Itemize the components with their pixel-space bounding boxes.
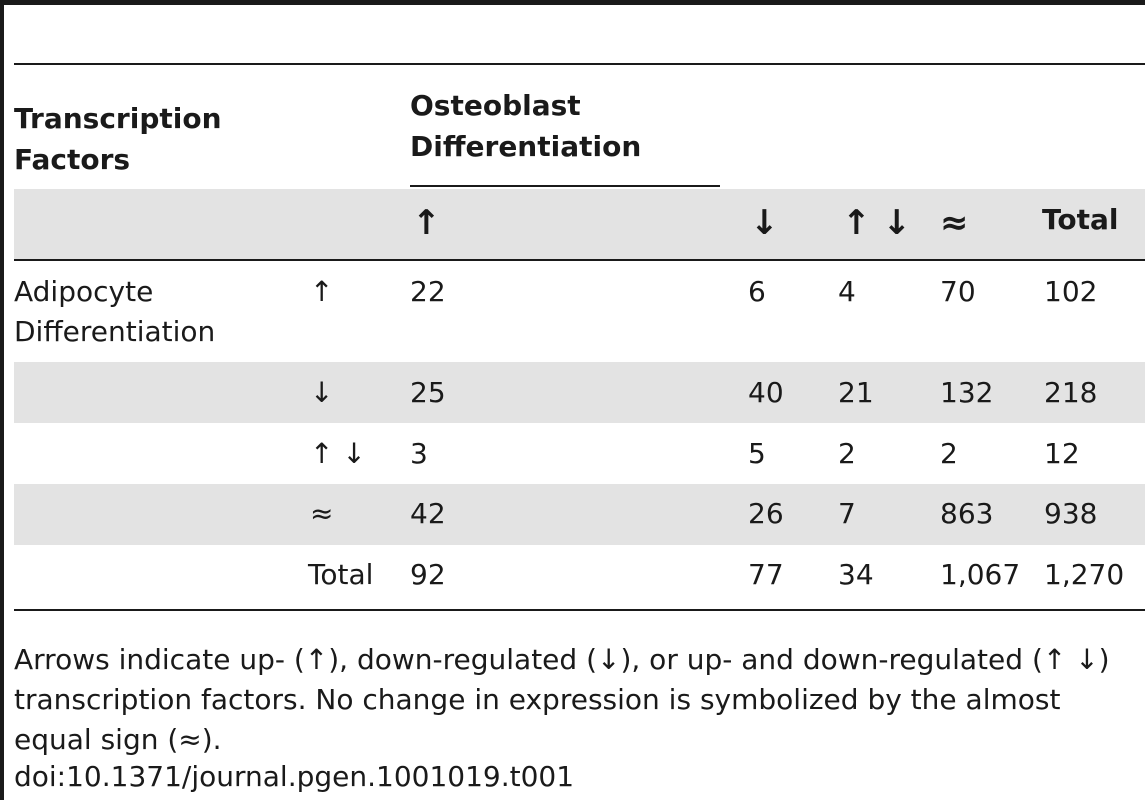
col-header-no-change: ≈ (940, 203, 969, 243)
table-cell: 3 (410, 437, 428, 470)
table-cell: 7 (838, 497, 856, 530)
table-cell: 1,270 (1044, 558, 1125, 591)
column-group-underline (410, 185, 720, 187)
row-symbol: ↑ (310, 275, 334, 308)
table-bottom-rule (14, 609, 1145, 611)
table-cell: 4 (838, 275, 856, 308)
table-cell: 22 (410, 275, 446, 308)
col-header-total: Total (1042, 203, 1119, 236)
table-cell: 132 (940, 376, 994, 409)
table-cell: 938 (1044, 497, 1098, 530)
table-footnote: Arrows indicate up- (↑), down-regulated … (14, 643, 1110, 756)
table-cell: 42 (410, 497, 446, 530)
table-cell: 34 (838, 558, 874, 591)
column-header-band (14, 189, 1145, 259)
col-header-up: ↑ (412, 203, 441, 243)
table-cell: 6 (748, 275, 766, 308)
table-cell: 26 (748, 497, 784, 530)
row-group-label: Adipocyte Differentiation (14, 275, 216, 348)
table-cell: 92 (410, 558, 446, 591)
row-symbol: Total (308, 558, 374, 591)
table-cell: 25 (410, 376, 446, 409)
doi-text: doi:10.1371/journal.pgen.1001019.t001 (14, 760, 575, 793)
left-border (0, 0, 4, 800)
col-header-down: ↓ (750, 203, 779, 243)
table-cell: 40 (748, 376, 784, 409)
column-group-label: Osteoblast Differentiation (410, 89, 642, 163)
table-cell: 12 (1044, 437, 1080, 470)
table-cell: 218 (1044, 376, 1098, 409)
row-band (14, 362, 1145, 423)
col-header-up-down: ↑ ↓ (842, 203, 911, 243)
table-cell: 1,067 (940, 558, 1021, 591)
row-symbol: ↑ ↓ (310, 437, 366, 470)
row-band (14, 484, 1145, 545)
table-cell: 5 (748, 437, 766, 470)
top-border (0, 0, 1145, 5)
table-cell: 863 (940, 497, 994, 530)
row-header-label: Transcription Factors (14, 102, 222, 176)
table-cell: 21 (838, 376, 874, 409)
row-symbol: ↓ (310, 376, 334, 409)
table-cell: 2 (940, 437, 958, 470)
table-cell: 2 (838, 437, 856, 470)
row-symbol: ≈ (310, 497, 334, 530)
table-cell: 77 (748, 558, 784, 591)
table-cell: 70 (940, 275, 976, 308)
table-cell: 102 (1044, 275, 1098, 308)
table-top-rule (14, 63, 1145, 65)
header-bottom-rule (14, 259, 1145, 261)
